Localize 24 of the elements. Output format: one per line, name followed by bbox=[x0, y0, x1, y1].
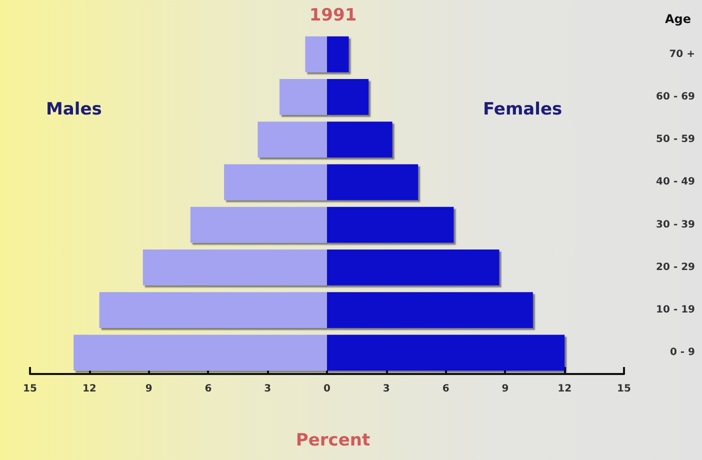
y-tick-label: 50 - 59 bbox=[656, 134, 696, 146]
y-axis-title: Age bbox=[664, 12, 691, 26]
x-tick-label: 12 bbox=[558, 384, 572, 394]
y-tick-label: 40 - 49 bbox=[656, 176, 696, 188]
x-tick-label: 9 bbox=[502, 384, 509, 394]
x-tick-label: 0 bbox=[324, 384, 331, 394]
x-tick-label: 6 bbox=[442, 384, 450, 394]
x-tick-label: 12 bbox=[82, 384, 96, 394]
y-tick-label: 0 - 9 bbox=[670, 347, 696, 358]
y-tick-label: 30 - 39 bbox=[656, 219, 696, 230]
x-tick-label: 15 bbox=[23, 384, 37, 394]
y-tick-label: 10 - 19 bbox=[656, 304, 696, 316]
annotation: Females bbox=[483, 100, 562, 120]
x-tick-label: 6 bbox=[204, 384, 212, 394]
y-tick-label: 20 - 29 bbox=[656, 262, 696, 273]
chart-title: 1991 bbox=[309, 6, 357, 26]
x-tick-label: 3 bbox=[264, 384, 272, 394]
x-tick-label: 9 bbox=[145, 384, 152, 394]
x-tick-label: 3 bbox=[382, 384, 390, 394]
x-tick-label: 15 bbox=[617, 384, 631, 394]
y-tick-label: 60 - 69 bbox=[656, 91, 696, 102]
annotation: Males bbox=[46, 100, 102, 120]
x-axis-title: Percent bbox=[296, 430, 370, 450]
y-tick-label: 70 + bbox=[669, 48, 695, 60]
